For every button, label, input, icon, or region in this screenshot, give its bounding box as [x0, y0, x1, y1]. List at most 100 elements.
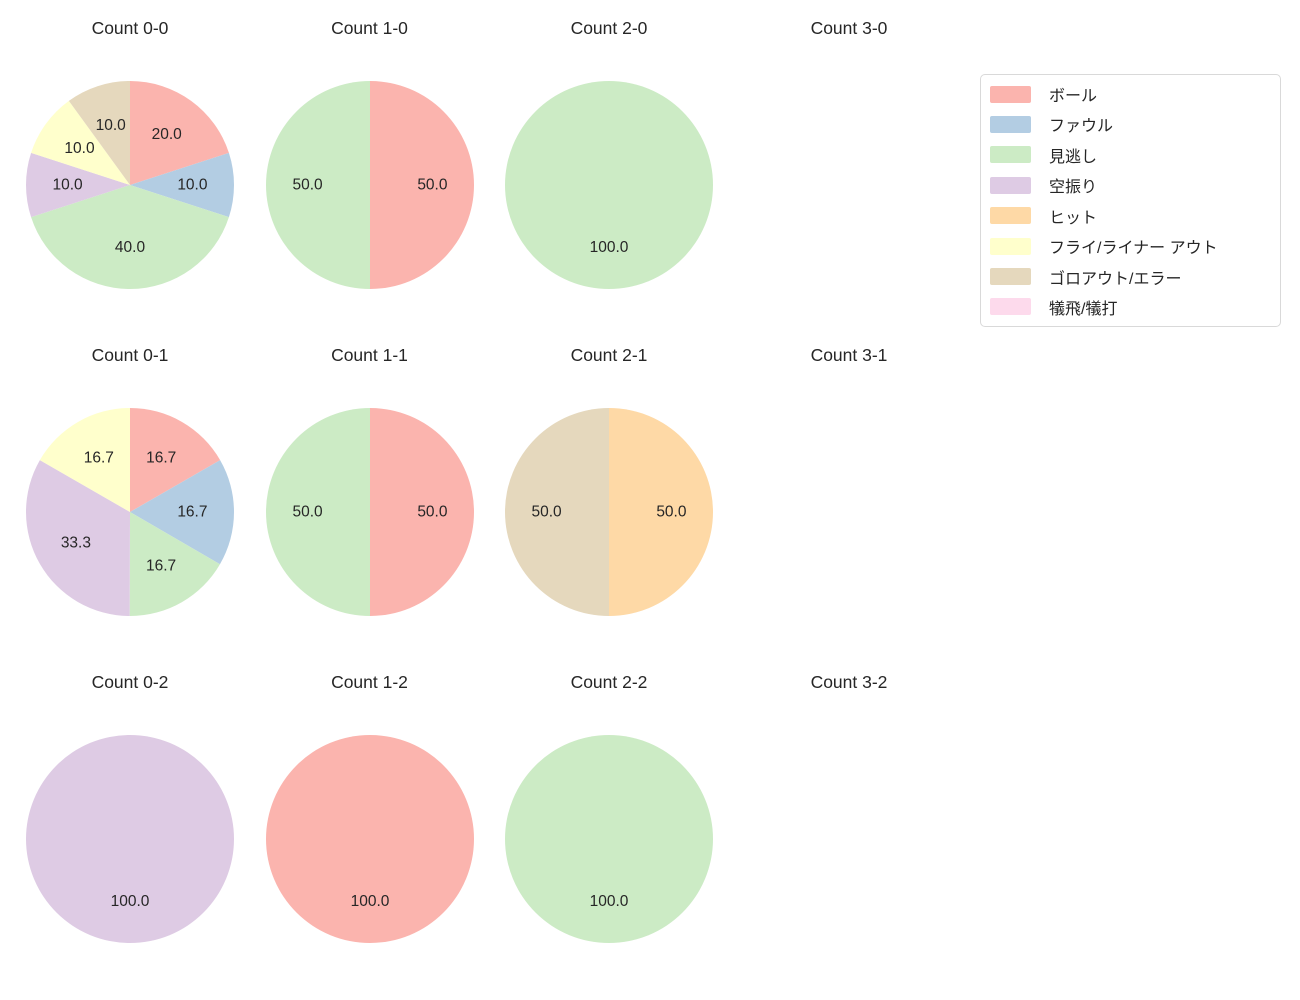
chart-cell: Count 2-0 100.0 — [499, 16, 719, 290]
legend-label: 空振り — [1049, 179, 1098, 197]
pie-slice — [609, 408, 713, 616]
legend-label: ボール — [1049, 88, 1098, 105]
legend-label: フライ/ライナー アウト — [1049, 240, 1218, 258]
pie-slice — [31, 100, 131, 185]
chart-title: Count 0-1 — [91, 345, 169, 365]
legend-item: 空振り — [990, 174, 1280, 196]
pie-slice-value: 10.0 — [53, 177, 84, 194]
pie-slice-value: 16.7 — [84, 450, 114, 467]
legend-label: 見逃し — [1049, 148, 1098, 166]
pie-slice-value: 40.0 — [115, 239, 146, 256]
chart-cell: Count 2-2 100.0 — [499, 670, 719, 944]
pie-slice-value: 10.0 — [177, 177, 208, 194]
pie-slice — [130, 460, 235, 565]
chart-cell: Count 0-2 100.0 — [20, 670, 240, 944]
pie-slice — [31, 185, 229, 290]
legend-label: 犠飛/犠打 — [1049, 300, 1118, 318]
pie-slice — [130, 408, 221, 512]
chart-title: Count 3-0 — [810, 18, 888, 38]
pie-slice-value: 50.0 — [532, 504, 563, 521]
legend-item: 見逃し — [990, 144, 1280, 166]
pie-slice-value: 50.0 — [656, 504, 687, 521]
pie-slice-value: 50.0 — [417, 177, 448, 194]
pie-slice — [265, 81, 370, 289]
pie-slice — [26, 735, 234, 943]
chart-title: Count 2-0 — [570, 18, 648, 38]
pie-slice-value: 50.0 — [292, 177, 323, 194]
legend-item: ゴロアウト/エラー — [990, 266, 1280, 288]
legend-swatch-icon — [990, 176, 1031, 194]
pie-slice — [505, 735, 713, 943]
pie-slice — [130, 81, 229, 185]
pie-slice-value: 100.0 — [350, 893, 389, 910]
pie-slice-value: 50.0 — [417, 504, 448, 521]
pie-chart: 50.0 50.0 — [265, 408, 474, 616]
legend-swatch-icon — [990, 146, 1031, 164]
pie-slice — [129, 512, 220, 617]
pie-chart: 100.0 — [265, 735, 474, 943]
pie-slice — [265, 408, 370, 616]
pie-slice — [369, 408, 474, 616]
pie-slice — [505, 81, 713, 289]
legend-swatch-icon — [990, 298, 1031, 316]
pie-slice-value: 16.7 — [177, 504, 207, 521]
chart-cell: Count 1-0 50.0 50.0 — [260, 16, 480, 290]
chart-cell: Count 3-1 — [739, 343, 959, 367]
legend-swatch-icon — [990, 115, 1031, 133]
chart-title: Count 3-2 — [810, 672, 888, 692]
pie-chart: 50.0 50.0 — [505, 408, 713, 616]
pie-slice — [39, 408, 130, 512]
pie-slice-value: 100.0 — [111, 893, 150, 910]
legend-label: ファウル — [1049, 118, 1114, 136]
chart-title: Count 1-2 — [331, 672, 408, 692]
chart-title: Count 1-0 — [331, 18, 408, 38]
pie-slice-value: 20.0 — [152, 126, 183, 143]
pie-slice — [505, 408, 609, 616]
pie-chart: 16.7 16.7 16.7 33.3 16.7 — [25, 408, 235, 617]
chart-title: Count 2-1 — [570, 345, 648, 365]
pie-chart: 100.0 — [505, 735, 713, 943]
pie-chart: 100.0 — [26, 735, 234, 943]
pie-slice-value: 50.0 — [292, 504, 323, 521]
chart-title: Count 1-1 — [331, 345, 408, 365]
legend-swatch-icon — [990, 85, 1031, 103]
pie-slice — [265, 735, 474, 943]
pie-chart: 100.0 — [505, 81, 713, 289]
legend-item: ファウル — [990, 113, 1280, 135]
legend-swatch-icon — [990, 207, 1031, 225]
legend-item: 犠飛/犠打 — [990, 296, 1280, 318]
legend-item: ボール — [990, 83, 1280, 105]
pie-slice-value: 100.0 — [590, 893, 629, 910]
chart-title: Count 0-0 — [91, 18, 169, 38]
legend: ボールファウル見逃し空振りヒットフライ/ライナー アウト ゴロアウト/エラー 犠飛/… — [980, 74, 1281, 327]
chart-title: Count 0-2 — [91, 672, 169, 692]
chart-cell: Count 0-1 16.7 16.7 16.7 33.3 16.7 — [20, 343, 240, 617]
legend-item: ヒット — [990, 205, 1280, 227]
chart-title: Count 3-1 — [810, 345, 888, 365]
pie-slice-value: 100.0 — [590, 239, 629, 256]
chart-cell: Count 3-2 — [739, 670, 959, 694]
pie-slice — [68, 81, 130, 185]
chart-cell: Count 1-2 100.0 — [260, 670, 480, 944]
pie-chart: 50.0 50.0 — [265, 81, 474, 289]
pie-chart: 20.010.040.010.010.010.0 — [25, 81, 235, 290]
pie-slice — [369, 81, 474, 289]
pie-slice-value: 16.7 — [146, 558, 176, 575]
chart-title: Count 2-2 — [570, 672, 648, 692]
chart-cell: Count 0-0 20.0 10.0 40.0 10.0 10.0 10.0 — [20, 16, 240, 290]
legend-item: フライ/ライナー アウト — [990, 235, 1280, 257]
pie-slice-value: 33.3 — [61, 535, 91, 552]
legend-label: ヒット — [1049, 209, 1098, 227]
chart-cell: Count 3-0 — [739, 16, 959, 40]
pie-slice-value: 10.0 — [96, 117, 127, 134]
chart-cell: Count 2-1 50.0 50.0 — [499, 343, 719, 617]
legend-swatch-icon — [990, 268, 1031, 286]
pie-slice — [25, 460, 131, 616]
pie-slice — [130, 152, 235, 218]
pie-slice — [25, 152, 130, 218]
legend-label: ゴロアウト/エラー — [1049, 270, 1182, 288]
pie-slice-value: 10.0 — [64, 140, 95, 157]
legend-swatch-icon — [990, 237, 1031, 255]
pie-slice-value: 16.7 — [146, 450, 176, 467]
